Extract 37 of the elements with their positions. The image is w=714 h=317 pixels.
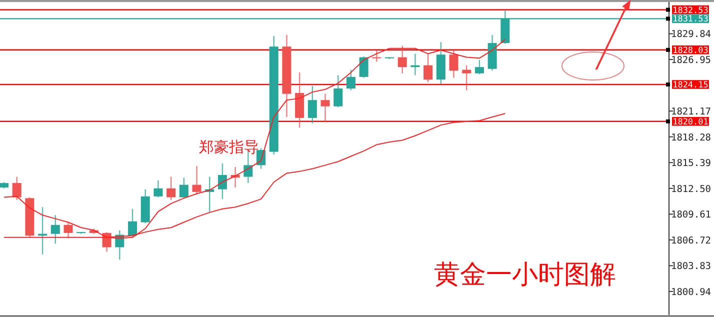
ref-line-label: 1831.53 (672, 14, 708, 25)
candlestick (218, 162, 227, 200)
candlestick (192, 165, 202, 194)
ref-line-label: 1824.15 (672, 80, 708, 90)
text: 黄金一小时图解 (434, 260, 616, 290)
ref-line-label: 1828.03 (672, 46, 708, 56)
candlestick (64, 222, 73, 239)
y-tick-label: 1806.72 (670, 235, 712, 246)
candlestick (346, 69, 356, 91)
candlestick (308, 85, 317, 124)
candlestick (372, 50, 382, 62)
y-tick-label: 1821.17 (670, 106, 712, 118)
candlestick (334, 74, 343, 108)
candlestick (462, 64, 472, 91)
candlestick (12, 176, 22, 201)
y-tick-label: 1826.95 (670, 55, 712, 66)
candlestick (179, 177, 188, 199)
y-tick-label: 1815.39 (670, 158, 712, 170)
annotation: 郑豪指导 (199, 138, 259, 156)
candlestick (359, 56, 368, 78)
candlestick (50, 214, 60, 244)
y-tick-label: 1829.84 (670, 29, 712, 40)
candlestick (166, 176, 176, 201)
y-tick-label: 1812.50 (670, 184, 712, 195)
candlestick (424, 53, 433, 83)
y-tick-label: 1800.94 (670, 286, 712, 298)
candlestick (154, 180, 163, 198)
candlestick (398, 45, 407, 74)
ref-line-label: 1820.01 (672, 117, 708, 128)
candlestick (128, 208, 137, 238)
ref-line-label: 1832.53 (672, 6, 708, 16)
y-tick-label: 1809.61 (670, 210, 712, 221)
y-tick-label: 1803.83 (670, 261, 712, 272)
y-tick-label: 1818.28 (670, 132, 712, 144)
candlestick (474, 59, 484, 75)
candlestick (449, 50, 458, 78)
candlestick (320, 93, 330, 123)
